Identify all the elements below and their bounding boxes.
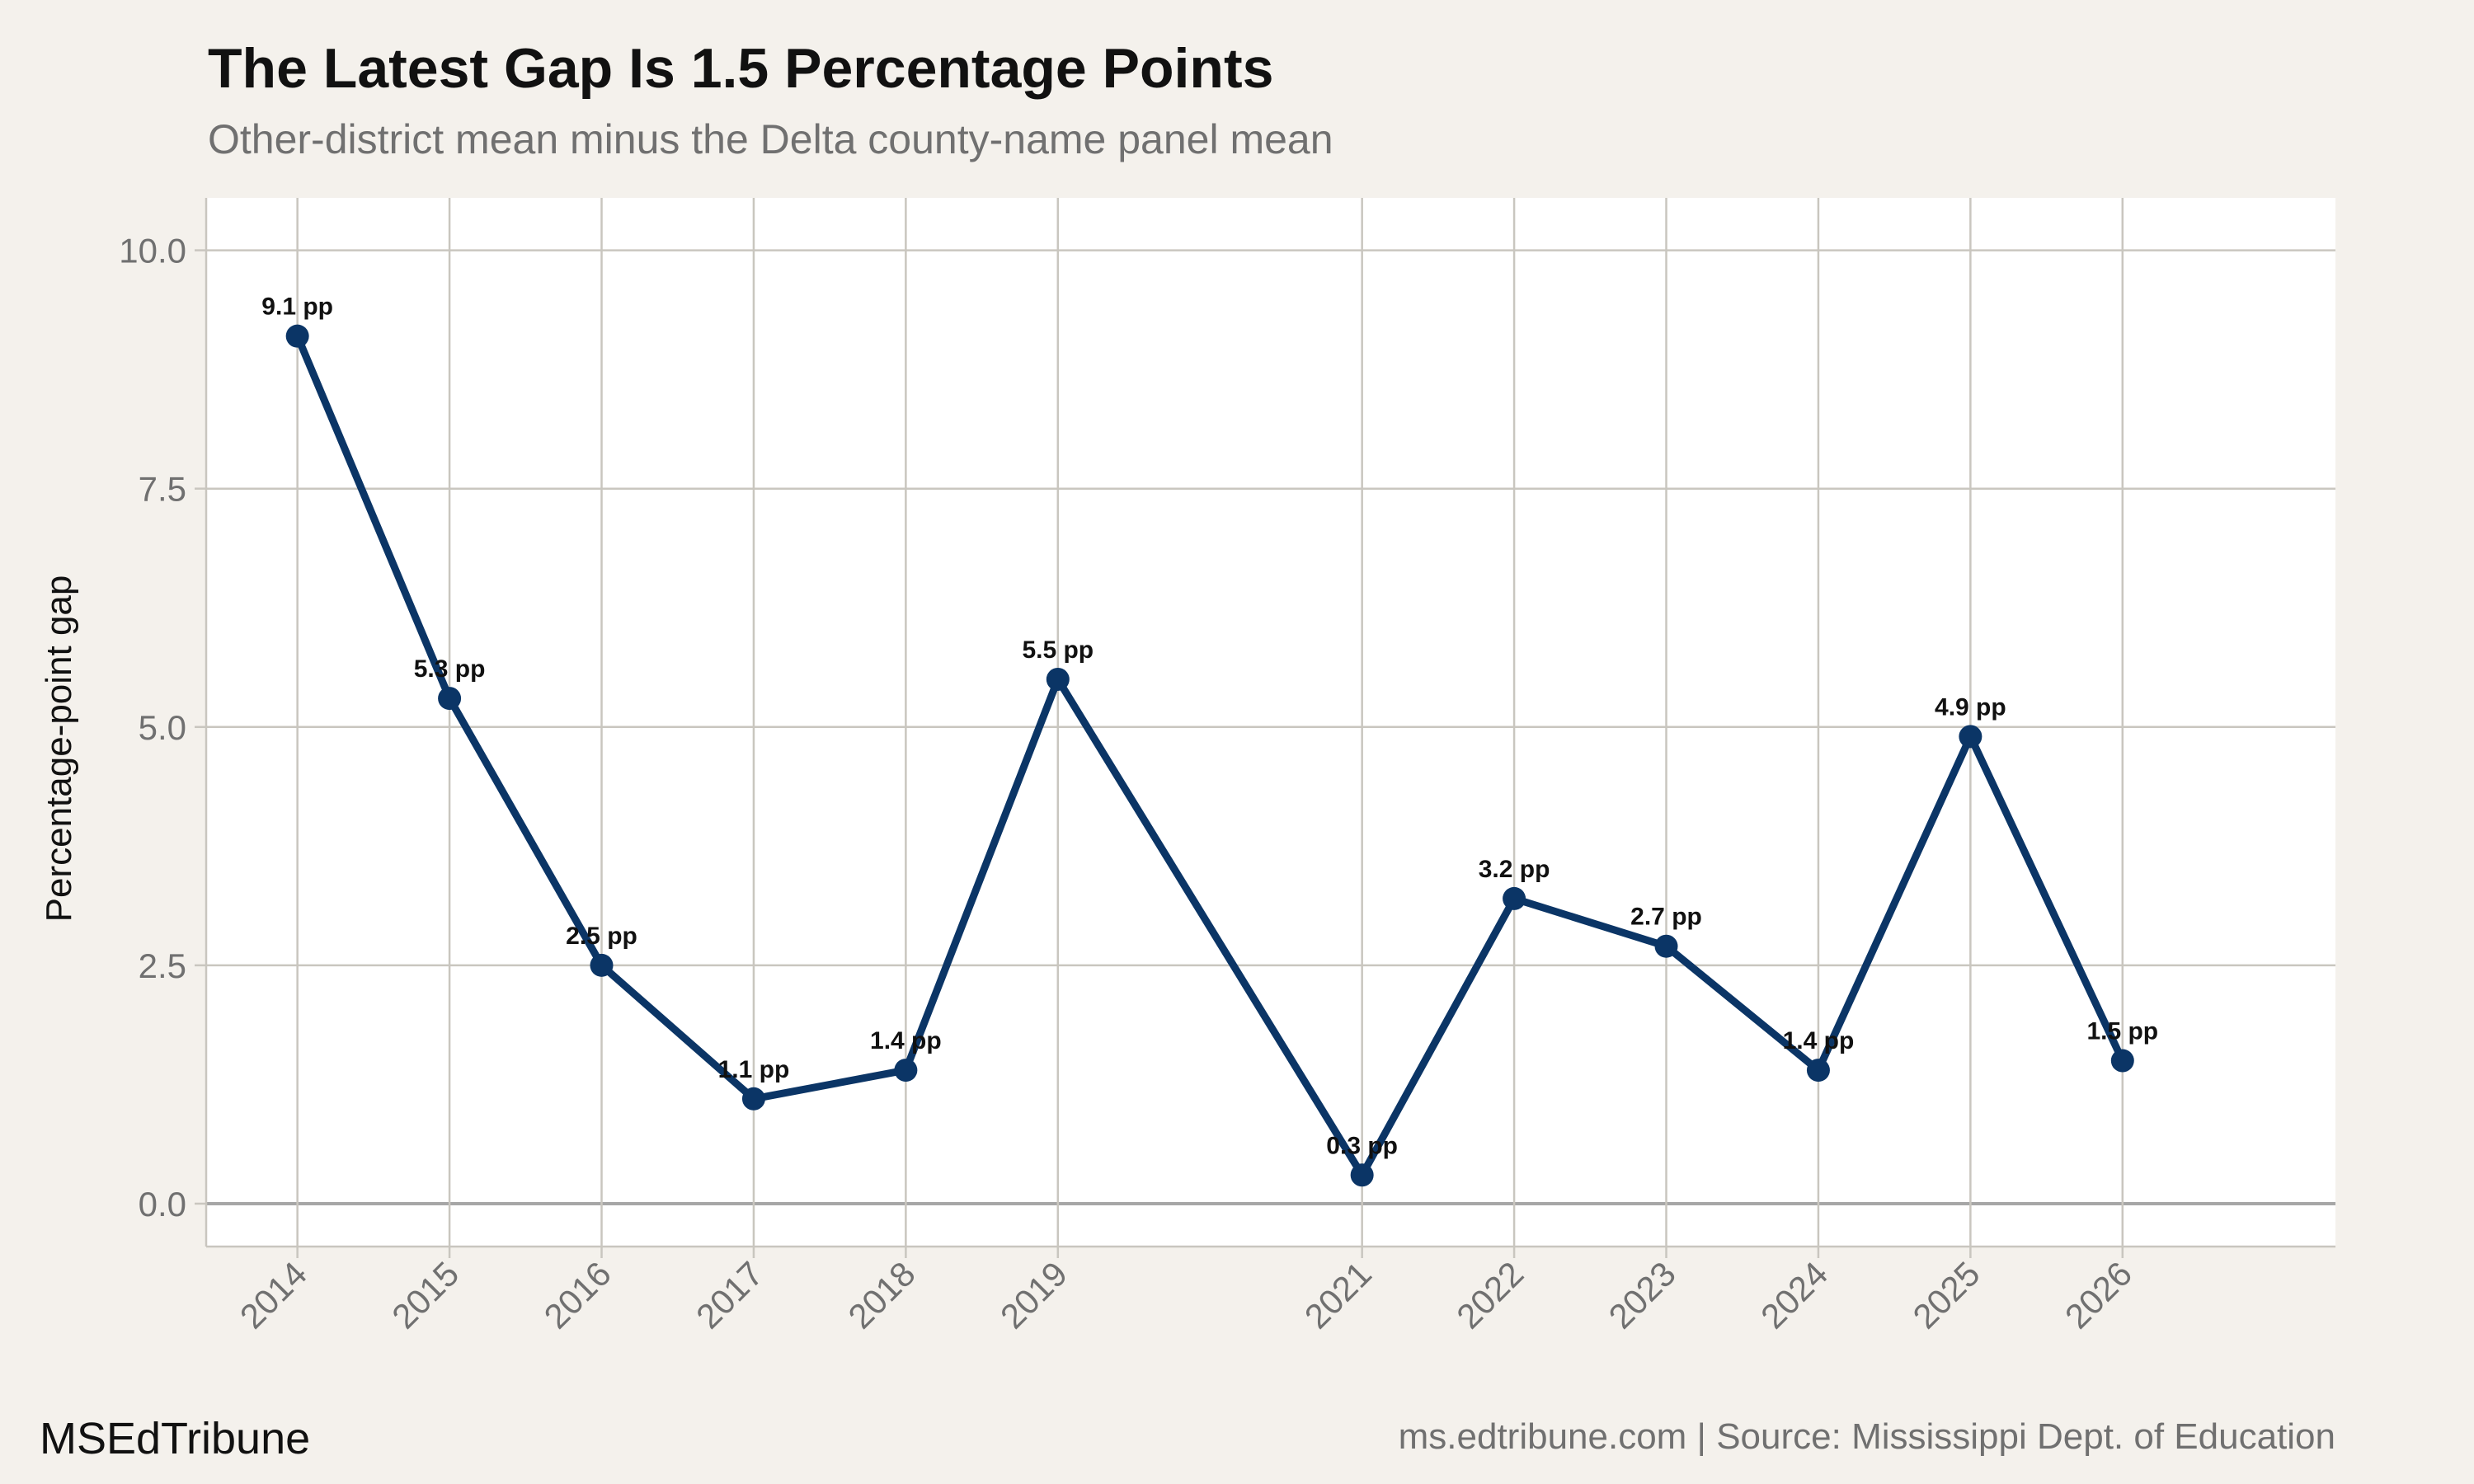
data-point [894, 1059, 918, 1082]
series-line [294, 332, 2127, 1179]
data-point [438, 687, 462, 711]
y-axis-label: Percentage-point gap [39, 575, 79, 923]
chart-subtitle: Other-district mean minus the Delta coun… [208, 116, 1333, 162]
data-point [741, 1087, 765, 1111]
data-point [1350, 1163, 1374, 1187]
data-label: 3.2 pp [1479, 856, 1550, 883]
data-label: 2.7 pp [1630, 904, 1702, 931]
data-labels: 9.1 pp 5.3 pp 2.5 pp 1.1 pp 1.4 pp 5.5 pp 0.3 … [261, 294, 2158, 1160]
x-tick-label: 2022 [1449, 1254, 1531, 1336]
data-point [1503, 886, 1526, 910]
x-tick-label: 2016 [537, 1254, 618, 1336]
data-point [2110, 1049, 2134, 1073]
x-tick-label: 2014 [233, 1254, 314, 1336]
brand-name: MSEdTribune [40, 1414, 311, 1463]
data-label: 5.3 pp [414, 655, 486, 683]
data-label: 9.1 pp [261, 294, 333, 321]
y-tick-label: 5.0 [139, 708, 186, 747]
data-label: 1.4 pp [1783, 1027, 1855, 1054]
plot-panel [206, 198, 2335, 1247]
data-label: 1.1 pp [718, 1056, 790, 1083]
data-label: 5.5 pp [1022, 636, 1094, 664]
data-label: 2.5 pp [566, 923, 637, 950]
data-point [1806, 1059, 1830, 1082]
data-label: 1.4 pp [870, 1027, 942, 1054]
x-tick-label: 2019 [993, 1254, 1075, 1336]
data-label: 1.5 pp [2086, 1018, 2158, 1045]
x-tick-label: 2018 [840, 1254, 922, 1336]
data-point [1046, 667, 1070, 691]
y-tick-label: 7.5 [139, 470, 186, 509]
y-tick-label: 2.5 [139, 946, 186, 985]
data-point [285, 324, 309, 348]
data-point [1654, 934, 1678, 958]
source-credit: ms.edtribune.com | Source: Mississippi D… [1398, 1416, 2335, 1457]
y-tick-label: 0.0 [139, 1185, 186, 1223]
data-label: 4.9 pp [1935, 693, 2006, 721]
data-point [590, 953, 614, 977]
x-tick-label: 2015 [384, 1254, 466, 1336]
data-label: 0.3 pp [1326, 1132, 1398, 1159]
y-tick-label: 10.0 [119, 232, 186, 270]
chart-title: The Latest Gap Is 1.5 Percentage Points [208, 37, 1274, 100]
x-tick-label: 2023 [1602, 1254, 1683, 1336]
x-tick-label: 2017 [689, 1254, 770, 1336]
x-tick-label: 2024 [1753, 1254, 1835, 1336]
data-point [1959, 725, 1982, 749]
x-tick-label: 2025 [1905, 1254, 1987, 1336]
x-tick-label: 2021 [1297, 1254, 1379, 1336]
x-tick-label: 2026 [2058, 1254, 2139, 1336]
data-series [285, 324, 2134, 1187]
